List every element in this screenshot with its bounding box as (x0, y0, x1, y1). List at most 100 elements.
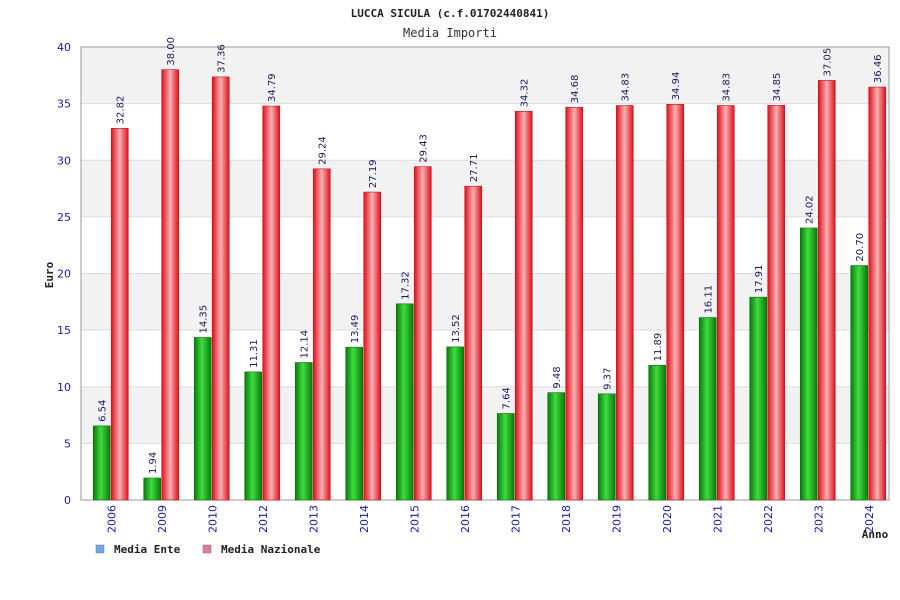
x-tick-label-2010: 2010 (206, 505, 219, 533)
y-tick-label: 35 (57, 98, 71, 111)
bar-media-ente-2020 (648, 365, 667, 501)
x-axis-label: Anno (862, 528, 889, 541)
x-tick-label-2018: 2018 (560, 505, 573, 533)
bar-media-nazionale-2019 (615, 105, 634, 501)
x-tick-label-2006: 2006 (105, 505, 118, 533)
value-label-media-nazionale-2021: 34.83 (722, 73, 733, 102)
value-label-media-ente-2012: 11.31 (249, 339, 260, 368)
value-label-media-ente-2016: 13.52 (451, 314, 462, 343)
legend: Media Ente Media Nazionale (95, 543, 321, 556)
value-label-media-nazionale-2018: 34.68 (570, 75, 581, 104)
bar-media-ente-2013 (294, 362, 313, 501)
legend-label-media-ente: Media Ente (114, 543, 181, 556)
x-axis-ticks: 2006 2009 2010 2012 2013 2014 2015 2016 2017 2018… (105, 505, 876, 533)
x-tick-label-2023: 2023 (812, 505, 825, 533)
bar-media-nazionale-2015 (413, 166, 432, 501)
bar-media-ente-2009 (143, 477, 162, 501)
value-label-media-nazionale-2014: 27.19 (368, 159, 379, 188)
bar-media-ente-2017 (496, 413, 515, 501)
y-tick-label: 30 (57, 154, 71, 167)
x-tick-label-2012: 2012 (257, 505, 270, 533)
bar-media-ente-2015 (395, 303, 414, 501)
x-tick-label-2013: 2013 (307, 505, 320, 533)
legend-swatch-media-ente (95, 544, 105, 554)
value-label-media-nazionale-2023: 37.05 (823, 48, 834, 77)
value-label-media-ente-2022: 17.91 (754, 265, 765, 294)
value-label-media-ente-2024: 20.70 (855, 233, 866, 262)
bar-media-nazionale-2014 (363, 191, 382, 501)
value-label-media-ente-2009: 1.94 (148, 452, 159, 474)
value-label-media-nazionale-2017: 34.32 (520, 79, 531, 108)
bars (92, 69, 887, 501)
bar-media-nazionale-2023 (817, 80, 836, 501)
plot-band (81, 47, 889, 104)
value-label-media-nazionale-2024: 36.46 (873, 54, 884, 83)
value-label-media-nazionale-2020: 34.94 (671, 72, 682, 101)
y-tick-label: 15 (57, 324, 71, 337)
legend-label-media-nazionale: Media Nazionale (221, 543, 321, 556)
bar-media-nazionale-2020 (666, 104, 685, 501)
y-tick-label: 0 (64, 494, 71, 507)
value-label-media-nazionale-2013: 29.24 (318, 136, 329, 165)
bar-media-nazionale-2018 (565, 106, 584, 501)
bar-media-nazionale-2010 (211, 76, 230, 501)
bar-media-ente-2010 (193, 337, 212, 501)
x-tick-label-2021: 2021 (711, 505, 724, 533)
y-tick-label: 25 (57, 211, 71, 224)
value-label-media-ente-2021: 16.11 (704, 285, 715, 314)
bar-media-nazionale-2024 (868, 86, 887, 501)
value-label-media-ente-2020: 11.89 (653, 333, 664, 362)
value-label-media-nazionale-2009: 38.00 (166, 37, 177, 66)
x-tick-label-2019: 2019 (610, 505, 623, 533)
value-label-media-nazionale-2022: 34.85 (772, 73, 783, 102)
value-label-media-nazionale-2010: 37.36 (217, 44, 228, 73)
y-tick-label: 20 (57, 268, 71, 281)
x-tick-label-2017: 2017 (509, 505, 522, 533)
value-labels: 6.54 32.82 1.94 38.00 14.35 37.36 11.31 34.79 12… (98, 37, 885, 474)
bar-media-ente-2023 (799, 227, 818, 501)
bar-media-nazionale-2006 (110, 128, 129, 501)
legend-swatch-media-nazionale (202, 544, 212, 554)
y-axis-label: Euro (43, 261, 56, 288)
bar-media-nazionale-2013 (312, 168, 331, 501)
bar-media-ente-2012 (244, 371, 263, 501)
value-label-media-ente-2015: 17.32 (401, 271, 412, 300)
y-tick-label: 10 (57, 381, 71, 394)
plot-frame (80, 46, 890, 501)
value-label-media-nazionale-2006: 32.82 (116, 96, 127, 125)
chart-subtitle: Media Importi (403, 26, 497, 40)
bar-media-ente-2021 (698, 317, 717, 501)
value-label-media-ente-2018: 9.48 (552, 366, 563, 388)
value-label-media-nazionale-2016: 27.71 (469, 154, 480, 183)
bar-media-ente-2018 (547, 392, 566, 501)
value-label-media-nazionale-2019: 34.83 (621, 73, 632, 102)
x-tick-label-2014: 2014 (358, 505, 371, 533)
y-tick-label: 5 (64, 437, 71, 450)
x-tick-label-2024: 2024 (863, 505, 876, 533)
bar-media-nazionale-2017 (514, 111, 533, 501)
bar-media-nazionale-2012 (262, 105, 281, 501)
y-axis-ticks: 0 5 10 15 20 25 30 35 40 (57, 41, 71, 507)
value-label-media-ente-2006: 6.54 (98, 400, 109, 422)
y-tick-label: 40 (57, 41, 71, 54)
value-label-media-ente-2023: 24.02 (805, 195, 816, 224)
value-label-media-nazionale-2015: 29.43 (419, 134, 430, 163)
value-label-media-ente-2017: 7.64 (502, 387, 513, 409)
value-label-media-ente-2013: 12.14 (300, 330, 311, 359)
bar-media-ente-2014 (345, 346, 364, 501)
x-tick-label-2022: 2022 (762, 505, 775, 533)
bar-media-ente-2024 (850, 265, 869, 501)
bar-media-nazionale-2022 (767, 105, 786, 501)
value-label-media-ente-2010: 14.35 (199, 305, 210, 334)
value-label-media-nazionale-2012: 34.79 (267, 73, 278, 102)
bar-media-nazionale-2016 (464, 185, 483, 501)
value-label-media-ente-2019: 9.37 (603, 368, 614, 390)
bar-media-ente-2022 (749, 296, 768, 501)
x-tick-label-2009: 2009 (156, 505, 169, 533)
bar-media-nazionale-2009 (161, 69, 180, 501)
bar-media-ente-2006 (92, 425, 111, 501)
value-label-media-ente-2014: 13.49 (350, 315, 361, 344)
x-tick-label-2020: 2020 (661, 505, 674, 533)
bar-media-ente-2019 (597, 393, 616, 501)
